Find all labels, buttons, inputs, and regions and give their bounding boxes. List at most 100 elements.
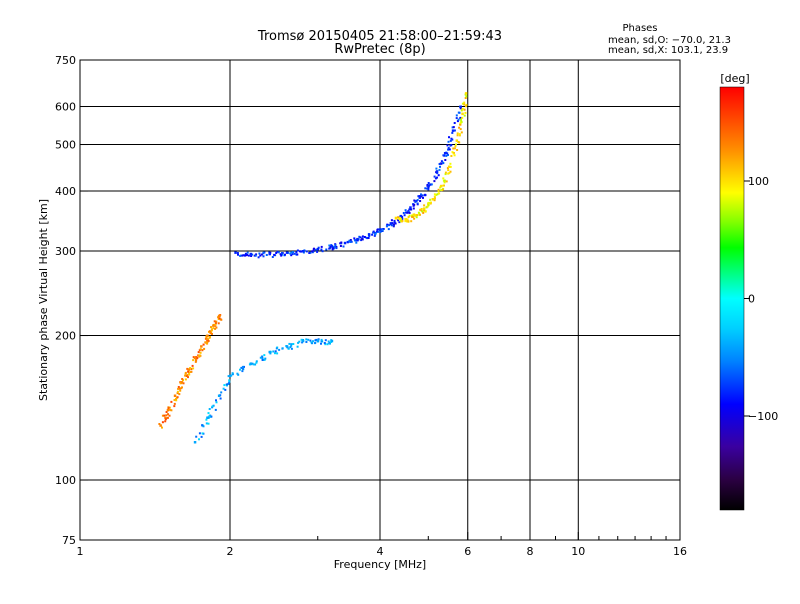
data-point bbox=[285, 251, 289, 254]
data-point bbox=[406, 218, 409, 221]
data-point bbox=[320, 340, 323, 343]
data-point bbox=[250, 255, 253, 257]
data-point bbox=[228, 380, 231, 383]
data-point bbox=[290, 251, 293, 254]
data-point bbox=[212, 324, 215, 327]
data-point bbox=[423, 194, 426, 197]
data-point bbox=[436, 172, 439, 175]
data-point bbox=[163, 414, 166, 417]
data-point bbox=[452, 126, 455, 129]
data-point bbox=[353, 237, 356, 240]
data-point bbox=[251, 362, 254, 365]
data-point bbox=[327, 340, 330, 343]
data-point bbox=[339, 245, 342, 247]
data-point bbox=[299, 250, 301, 253]
data-point bbox=[244, 254, 246, 257]
data-point bbox=[272, 350, 275, 353]
data-point bbox=[397, 216, 400, 219]
data-point bbox=[264, 357, 267, 360]
data-point bbox=[307, 338, 310, 341]
data-point bbox=[249, 362, 253, 365]
data-point bbox=[222, 387, 225, 390]
data-point bbox=[320, 245, 323, 248]
data-point bbox=[422, 207, 426, 210]
data-point bbox=[355, 241, 358, 244]
data-point bbox=[205, 337, 208, 340]
data-point bbox=[170, 409, 173, 412]
data-point bbox=[296, 345, 299, 348]
x-tick-label: 10 bbox=[571, 545, 585, 558]
data-point bbox=[173, 405, 176, 408]
data-point bbox=[444, 171, 447, 174]
data-point bbox=[328, 244, 331, 247]
data-point bbox=[413, 203, 416, 206]
data-point bbox=[390, 219, 393, 222]
data-point bbox=[268, 350, 271, 354]
data-point bbox=[207, 340, 210, 342]
data-point bbox=[208, 415, 211, 418]
data-point bbox=[293, 252, 296, 255]
data-point bbox=[452, 147, 455, 150]
data-point bbox=[399, 219, 402, 222]
data-point bbox=[407, 216, 410, 218]
data-point bbox=[231, 372, 234, 375]
data-point bbox=[326, 343, 329, 346]
data-point bbox=[276, 250, 279, 253]
data-point bbox=[346, 241, 349, 244]
data-point bbox=[459, 118, 462, 121]
data-point bbox=[456, 120, 459, 123]
data-point bbox=[167, 413, 169, 416]
data-point bbox=[325, 248, 328, 251]
data-point bbox=[442, 177, 445, 180]
data-point bbox=[381, 229, 384, 231]
data-point bbox=[372, 231, 375, 234]
data-point bbox=[464, 92, 468, 95]
data-point bbox=[463, 108, 466, 111]
colorbar-label: [deg] bbox=[720, 72, 749, 85]
data-point bbox=[433, 175, 436, 178]
data-point bbox=[194, 360, 197, 363]
data-point bbox=[447, 148, 450, 151]
data-point bbox=[349, 241, 352, 243]
data-point bbox=[207, 412, 210, 415]
data-point bbox=[363, 236, 366, 238]
data-point bbox=[164, 420, 167, 423]
data-point bbox=[188, 373, 191, 376]
data-point bbox=[424, 210, 427, 213]
data-point bbox=[308, 252, 311, 254]
data-point bbox=[292, 343, 295, 345]
data-point bbox=[255, 361, 258, 364]
data-point bbox=[236, 372, 239, 375]
data-point bbox=[454, 145, 457, 148]
data-point bbox=[437, 190, 440, 193]
data-point bbox=[226, 383, 229, 386]
data-point bbox=[335, 246, 338, 248]
data-point bbox=[178, 393, 181, 396]
data-point bbox=[442, 154, 445, 157]
data-point bbox=[451, 126, 454, 129]
data-point bbox=[437, 174, 440, 177]
data-point bbox=[211, 332, 213, 335]
data-point bbox=[404, 217, 407, 221]
data-point bbox=[447, 172, 450, 175]
data-point bbox=[343, 241, 347, 245]
data-point bbox=[321, 250, 324, 253]
chart-subtitle: RwPretec (8p) bbox=[334, 42, 425, 57]
data-point bbox=[205, 418, 208, 421]
data-point bbox=[276, 352, 279, 355]
data-point bbox=[255, 253, 258, 256]
data-point bbox=[404, 220, 407, 223]
data-point bbox=[374, 232, 377, 235]
data-point bbox=[434, 197, 436, 200]
data-point bbox=[449, 162, 452, 165]
data-point bbox=[193, 356, 197, 359]
data-point bbox=[170, 400, 173, 403]
data-point bbox=[435, 193, 438, 196]
data-point bbox=[259, 356, 262, 359]
data-point bbox=[444, 159, 447, 161]
data-point bbox=[459, 128, 462, 131]
data-point bbox=[389, 222, 393, 225]
data-point bbox=[211, 405, 214, 408]
data-point bbox=[328, 247, 331, 250]
data-point bbox=[447, 165, 451, 168]
